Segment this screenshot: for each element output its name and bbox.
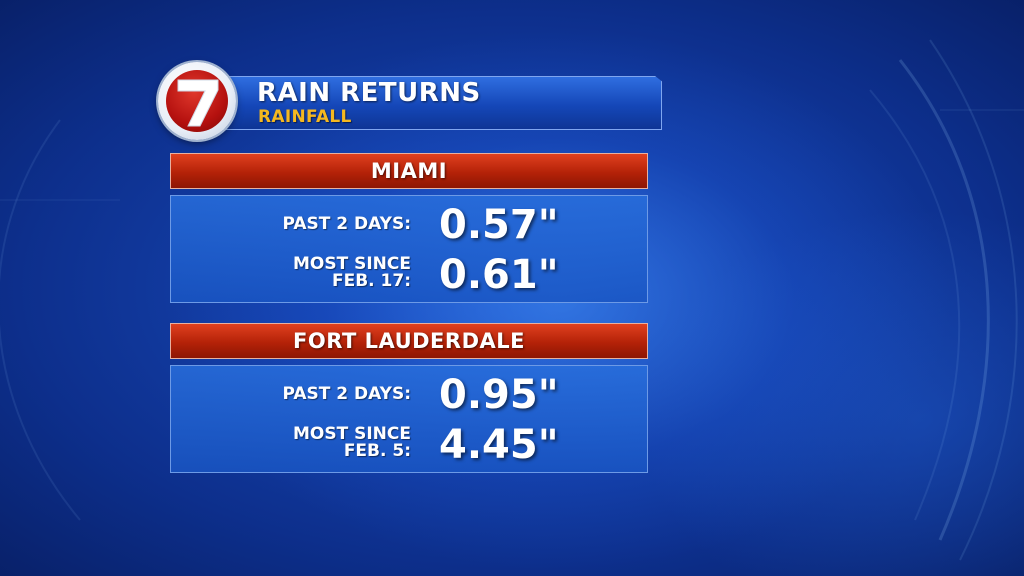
rainfall-row: MOST SINCE FEB. 5: 4.45" bbox=[171, 422, 647, 468]
rainfall-value: 0.95" bbox=[439, 372, 559, 418]
rainfall-value: 4.45" bbox=[439, 422, 559, 468]
rainfall-value: 0.57" bbox=[439, 202, 559, 248]
row-label-line: MOST SINCE bbox=[292, 424, 411, 444]
graphic-title: RAIN RETURNS bbox=[257, 78, 481, 108]
rainfall-row: PAST 2 DAYS: 0.95" bbox=[171, 372, 647, 418]
channel-7-logo bbox=[158, 62, 236, 140]
row-label: PAST 2 DAYS: bbox=[282, 384, 411, 404]
row-label-line: FEB. 5: bbox=[343, 441, 411, 461]
row-label-line: MOST SINCE bbox=[292, 254, 411, 274]
rainfall-value: 0.61" bbox=[439, 252, 559, 298]
location-header-miami: MIAMI bbox=[170, 153, 648, 189]
row-label: PAST 2 DAYS: bbox=[282, 214, 411, 234]
location-name: FORT LAUDERDALE bbox=[293, 329, 525, 353]
location-panel-fort-lauderdale: PAST 2 DAYS: 0.95" MOST SINCE FEB. 5: 4.… bbox=[170, 365, 648, 473]
graphic-subtitle: RAINFALL bbox=[258, 107, 352, 127]
location-name: MIAMI bbox=[370, 159, 448, 183]
rainfall-row: MOST SINCE FEB. 17: 0.61" bbox=[171, 252, 647, 298]
row-label: MOST SINCE FEB. 5: bbox=[293, 426, 411, 460]
row-label-line: FEB. 17: bbox=[331, 271, 411, 291]
title-bar: RAIN RETURNS RAINFALL bbox=[200, 76, 662, 130]
location-header-fort-lauderdale: FORT LAUDERDALE bbox=[170, 323, 648, 359]
row-label: MOST SINCE FEB. 17: bbox=[293, 256, 411, 290]
seven-icon bbox=[177, 79, 219, 127]
location-panel-miami: PAST 2 DAYS: 0.57" MOST SINCE FEB. 17: 0… bbox=[170, 195, 648, 303]
rainfall-row: PAST 2 DAYS: 0.57" bbox=[171, 202, 647, 248]
